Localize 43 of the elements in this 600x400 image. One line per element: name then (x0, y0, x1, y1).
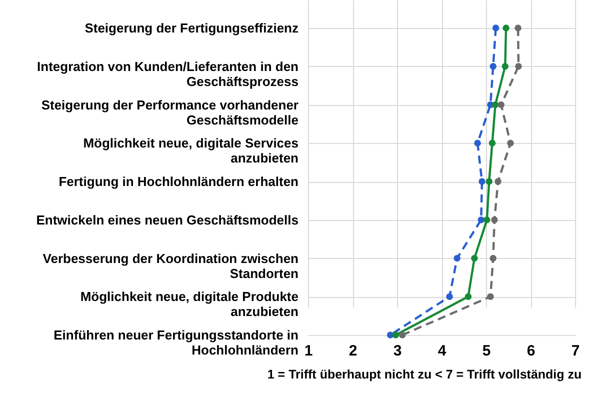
point (498, 101, 504, 108)
point (490, 254, 496, 262)
y-tick-label: Steigerung der Performance vorhandener Geschäftsmodelle (41, 97, 298, 128)
point (446, 293, 453, 300)
point (515, 63, 522, 70)
point (474, 140, 481, 146)
point (484, 216, 490, 224)
y-tick-label: Einführen neuer Fertigungsstandorte in Hochlohnländern (54, 328, 299, 358)
point (492, 101, 499, 108)
point (398, 332, 406, 338)
x-tick-label: 4 (438, 342, 447, 360)
y-tick-label: Verbesserung der Koordination zwischen Standorten (42, 250, 299, 281)
point (487, 293, 494, 300)
point (502, 24, 510, 32)
point (492, 24, 500, 32)
x-axis-title: 1 = Trifft überhaupt nicht zu < 7 = Trifft vollständig zu (267, 368, 582, 382)
point (478, 178, 486, 185)
y-tick-label: Entwickeln eines neuen Geschäftsmodells (36, 212, 298, 228)
point (486, 178, 492, 185)
x-tick-label: 2 (348, 342, 358, 360)
point (514, 24, 522, 32)
point (491, 216, 498, 224)
point (502, 63, 508, 70)
x-tick-label: 3 (393, 342, 402, 360)
point (490, 63, 496, 70)
point (478, 216, 484, 224)
y-tick-label: Möglichkeit neue, digitale Services anzubieten (83, 136, 299, 166)
point (488, 140, 496, 146)
x-tick-label: 6 (526, 342, 536, 360)
point (464, 293, 472, 300)
y-tick-label: Steigerung der Fertigungseffizienz (84, 20, 299, 36)
point (386, 332, 394, 338)
y-tick-label: Möglichkeit neue, digitale Produkte anzubieten (80, 289, 299, 320)
point (392, 332, 400, 338)
point (471, 254, 478, 262)
y-tick-label: Fertigung in Hochlohnländern erhalten (58, 174, 299, 189)
point (454, 254, 460, 262)
point (494, 178, 502, 185)
y-tick-label: Integration von Kunden/Lieferanten in den Geschäftsprozess (37, 58, 299, 89)
x-tick-label: 7 (571, 342, 580, 360)
x-tick-label: 1 (304, 342, 313, 360)
point (507, 140, 514, 146)
x-tick-label: 5 (482, 342, 491, 360)
